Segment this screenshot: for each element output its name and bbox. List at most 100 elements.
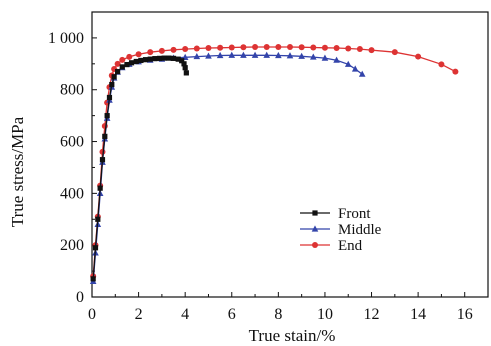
legend-item-front: Front — [300, 206, 371, 222]
data-point-front — [111, 74, 117, 80]
y-tick-label: 400 — [60, 185, 84, 202]
data-point-front — [97, 185, 103, 191]
y-tick-label: 600 — [60, 134, 84, 151]
data-point-end — [228, 44, 235, 51]
data-point-end — [298, 44, 305, 51]
data-point-end — [321, 44, 328, 51]
data-point-front — [92, 245, 99, 251]
data-point-end — [310, 44, 317, 51]
data-point-front — [152, 56, 158, 62]
data-point-front — [129, 60, 135, 66]
series-end — [90, 43, 459, 280]
x-tick-label: 14 — [410, 306, 426, 323]
data-point-middle — [344, 60, 352, 67]
x-tick-label: 10 — [317, 306, 333, 323]
data-point-front — [179, 58, 185, 64]
data-point-end — [182, 46, 189, 53]
data-point-end — [356, 46, 363, 53]
data-point-end — [287, 43, 293, 50]
x-tick-label: 2 — [135, 306, 143, 323]
series-line-middle — [92, 54, 363, 282]
series-front — [90, 55, 189, 282]
data-point-end — [114, 60, 121, 67]
x-tick-label: 12 — [364, 306, 380, 323]
data-point-front — [115, 68, 121, 75]
data-point-end — [126, 53, 133, 60]
data-point-middle — [351, 65, 359, 72]
axis-ticks: 0 2 4 6 8 10 12 14 16 0 200 400 600 800 1 000 — [48, 30, 473, 323]
legend-item-end: End — [300, 238, 363, 254]
x-axis-label: True stain/% — [249, 326, 336, 345]
series-line-end — [92, 46, 456, 277]
data-point-middle — [286, 52, 294, 59]
data-point-end — [263, 43, 270, 50]
y-tick-label: 0 — [76, 289, 84, 306]
data-point-middle — [298, 52, 305, 59]
series-layer — [89, 43, 459, 285]
data-point-front — [124, 61, 130, 68]
data-point-front — [147, 56, 153, 62]
data-point-front — [183, 70, 189, 76]
x-tick-label: 0 — [88, 306, 96, 323]
data-point-end — [240, 44, 247, 51]
data-point-middle — [216, 51, 224, 59]
plot-border — [91, 11, 489, 298]
data-point-front — [102, 133, 108, 139]
series-line-front — [92, 57, 187, 279]
series-middle — [89, 51, 366, 285]
x-tick-label: 8 — [274, 306, 282, 323]
data-point-middle — [358, 70, 366, 77]
data-point-end — [252, 43, 259, 50]
data-point-end — [368, 47, 375, 54]
data-point-front — [166, 55, 172, 61]
data-point-front — [175, 56, 181, 62]
data-point-front — [119, 64, 125, 70]
data-point-front — [109, 81, 115, 88]
data-point-middle — [240, 51, 247, 58]
data-point-end — [438, 61, 445, 68]
data-point-end — [135, 51, 142, 58]
data-point-middle — [228, 51, 236, 58]
legend-marker-front — [312, 210, 318, 216]
data-point-front — [95, 216, 101, 222]
data-point-end — [158, 47, 165, 54]
plot-frame — [91, 11, 489, 298]
data-point-end — [205, 45, 212, 52]
data-point-end — [391, 49, 398, 56]
data-point-middle — [321, 54, 329, 61]
data-point-middle — [309, 53, 317, 60]
data-point-front — [142, 57, 149, 63]
data-point-end — [119, 56, 126, 63]
data-point-middle — [251, 51, 259, 58]
data-point-end — [452, 68, 459, 75]
data-point-middle — [205, 52, 212, 59]
legend-marker-end — [312, 242, 318, 248]
legend-label-middle: Middle — [338, 222, 382, 238]
data-point-end — [217, 44, 224, 51]
legend-label-front: Front — [338, 206, 371, 222]
data-point-front — [170, 55, 177, 61]
data-point-end — [170, 46, 177, 53]
x-tick-label: 16 — [457, 306, 473, 323]
data-point-front — [181, 61, 187, 67]
data-point-front — [182, 65, 188, 71]
data-point-end — [345, 45, 352, 52]
data-point-end — [147, 49, 154, 56]
y-tick-label: 800 — [60, 82, 84, 99]
data-point-end — [275, 43, 282, 50]
y-tick-label: 200 — [60, 237, 84, 254]
data-point-middle — [275, 51, 282, 59]
data-point-front — [138, 57, 144, 64]
legend-marker-middle — [311, 225, 319, 232]
data-point-front — [161, 55, 167, 61]
data-point-front — [104, 113, 110, 119]
data-point-middle — [333, 56, 340, 63]
data-point-middle — [263, 51, 271, 58]
data-point-end — [415, 53, 422, 60]
data-point-middle — [193, 52, 201, 60]
y-axis-label: True stress/MPa — [8, 116, 27, 227]
data-point-front — [133, 58, 139, 65]
legend-item-middle: Middle — [300, 222, 382, 238]
